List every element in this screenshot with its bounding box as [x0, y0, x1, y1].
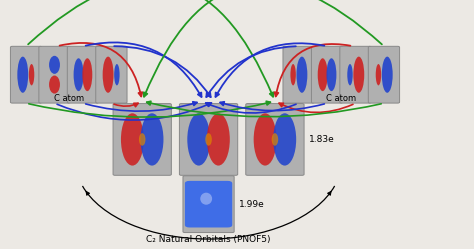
FancyBboxPatch shape [179, 104, 237, 175]
FancyArrowPatch shape [206, 46, 296, 97]
Text: C₂ Natural Orbitals (PNOF5): C₂ Natural Orbitals (PNOF5) [146, 235, 271, 244]
Ellipse shape [141, 113, 164, 166]
FancyArrowPatch shape [279, 103, 353, 113]
FancyBboxPatch shape [340, 46, 371, 103]
Ellipse shape [272, 133, 278, 146]
FancyBboxPatch shape [311, 46, 343, 103]
Ellipse shape [347, 64, 353, 85]
Text: C atom: C atom [54, 94, 84, 103]
Ellipse shape [291, 64, 296, 85]
FancyBboxPatch shape [246, 104, 304, 175]
Ellipse shape [318, 58, 328, 91]
FancyArrowPatch shape [220, 102, 324, 111]
FancyBboxPatch shape [283, 46, 314, 103]
Ellipse shape [73, 58, 83, 91]
Ellipse shape [353, 57, 364, 93]
Ellipse shape [114, 64, 119, 85]
FancyArrowPatch shape [216, 43, 324, 97]
Ellipse shape [296, 57, 307, 93]
FancyBboxPatch shape [10, 46, 42, 103]
FancyArrowPatch shape [86, 102, 197, 111]
FancyArrowPatch shape [28, 0, 273, 97]
Text: C atom: C atom [326, 94, 356, 103]
Text: 1.99e: 1.99e [239, 200, 265, 209]
Ellipse shape [254, 113, 276, 166]
Ellipse shape [103, 57, 114, 93]
FancyArrowPatch shape [144, 0, 382, 97]
FancyArrowPatch shape [274, 44, 350, 96]
Ellipse shape [18, 57, 28, 93]
FancyArrowPatch shape [114, 46, 210, 97]
FancyArrowPatch shape [86, 42, 201, 97]
Ellipse shape [273, 113, 296, 166]
Ellipse shape [49, 75, 60, 94]
Ellipse shape [139, 133, 146, 146]
FancyArrowPatch shape [57, 103, 211, 120]
FancyArrowPatch shape [147, 101, 381, 117]
FancyBboxPatch shape [113, 104, 172, 175]
FancyBboxPatch shape [183, 176, 234, 233]
FancyArrowPatch shape [60, 43, 142, 96]
Ellipse shape [29, 64, 34, 85]
FancyArrowPatch shape [29, 101, 270, 117]
Ellipse shape [207, 113, 230, 166]
Ellipse shape [49, 56, 60, 74]
Ellipse shape [82, 58, 92, 91]
Text: 1.83e: 1.83e [309, 135, 335, 144]
Ellipse shape [327, 58, 337, 91]
FancyBboxPatch shape [185, 181, 232, 228]
FancyArrowPatch shape [206, 103, 296, 113]
Ellipse shape [121, 113, 144, 166]
Ellipse shape [205, 133, 212, 146]
FancyBboxPatch shape [39, 46, 70, 103]
Ellipse shape [376, 64, 381, 85]
FancyBboxPatch shape [96, 46, 127, 103]
Ellipse shape [382, 57, 392, 93]
FancyArrowPatch shape [114, 103, 138, 107]
Ellipse shape [200, 193, 212, 205]
FancyBboxPatch shape [368, 46, 400, 103]
Ellipse shape [187, 113, 210, 166]
FancyBboxPatch shape [67, 46, 99, 103]
